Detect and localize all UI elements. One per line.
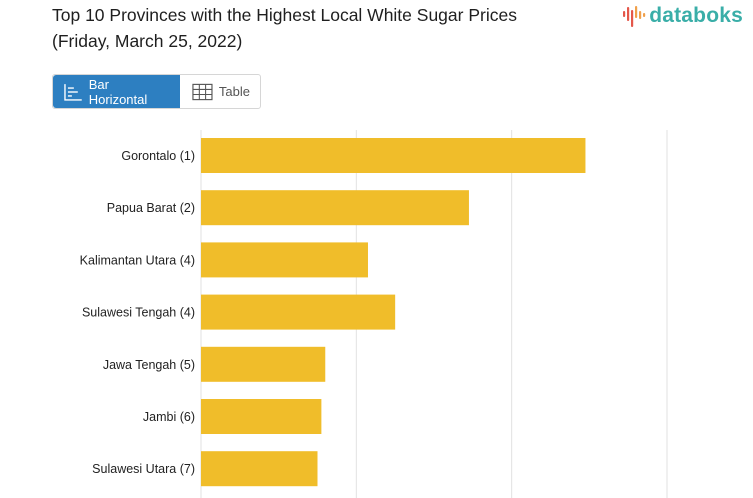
category-label: Jambi (6) — [143, 410, 195, 424]
category-label: Sulawesi Tengah (4) — [82, 306, 195, 320]
bar[interactable] — [201, 399, 322, 434]
chart-title: Top 10 Provinces with the Highest Local … — [52, 2, 612, 54]
logo-text: databoks — [649, 4, 743, 27]
databoks-logo[interactable]: databoks — [622, 4, 743, 28]
table-icon — [192, 83, 213, 100]
table-label: Table — [218, 84, 250, 99]
bar[interactable] — [201, 242, 368, 278]
category-label: Kalimantan Utara (4) — [80, 253, 195, 267]
bar-horizontal-button[interactable]: Bar Horizontal — [53, 75, 180, 108]
bar-horizontal-icon — [64, 83, 82, 101]
bar-chart: Gorontalo (1) Papua Barat (2) Kalimantan U… — [80, 130, 668, 498]
chart-title-line-2: (Friday, March 25, 2022) — [52, 31, 243, 51]
category-label: Jawa Tengah (5) — [103, 358, 195, 372]
chart-title-line-1: Top 10 Provinces with the Highest Local … — [52, 5, 517, 25]
bar[interactable] — [201, 451, 318, 487]
bar[interactable] — [201, 294, 396, 330]
category-label: Sulawesi Utara (7) — [92, 462, 195, 476]
databoks-logo-icon — [623, 6, 646, 27]
view-toggle: Bar Horizontal Table — [52, 74, 261, 109]
category-label: Papua Barat (2) — [107, 201, 195, 215]
bar-horizontal-label: Bar Horizontal — [88, 76, 148, 107]
bar[interactable] — [201, 138, 586, 173]
table-button[interactable]: Table — [180, 75, 260, 108]
bar[interactable] — [201, 190, 469, 226]
bar[interactable] — [201, 346, 326, 382]
category-label: Gorontalo (1) — [121, 149, 195, 163]
